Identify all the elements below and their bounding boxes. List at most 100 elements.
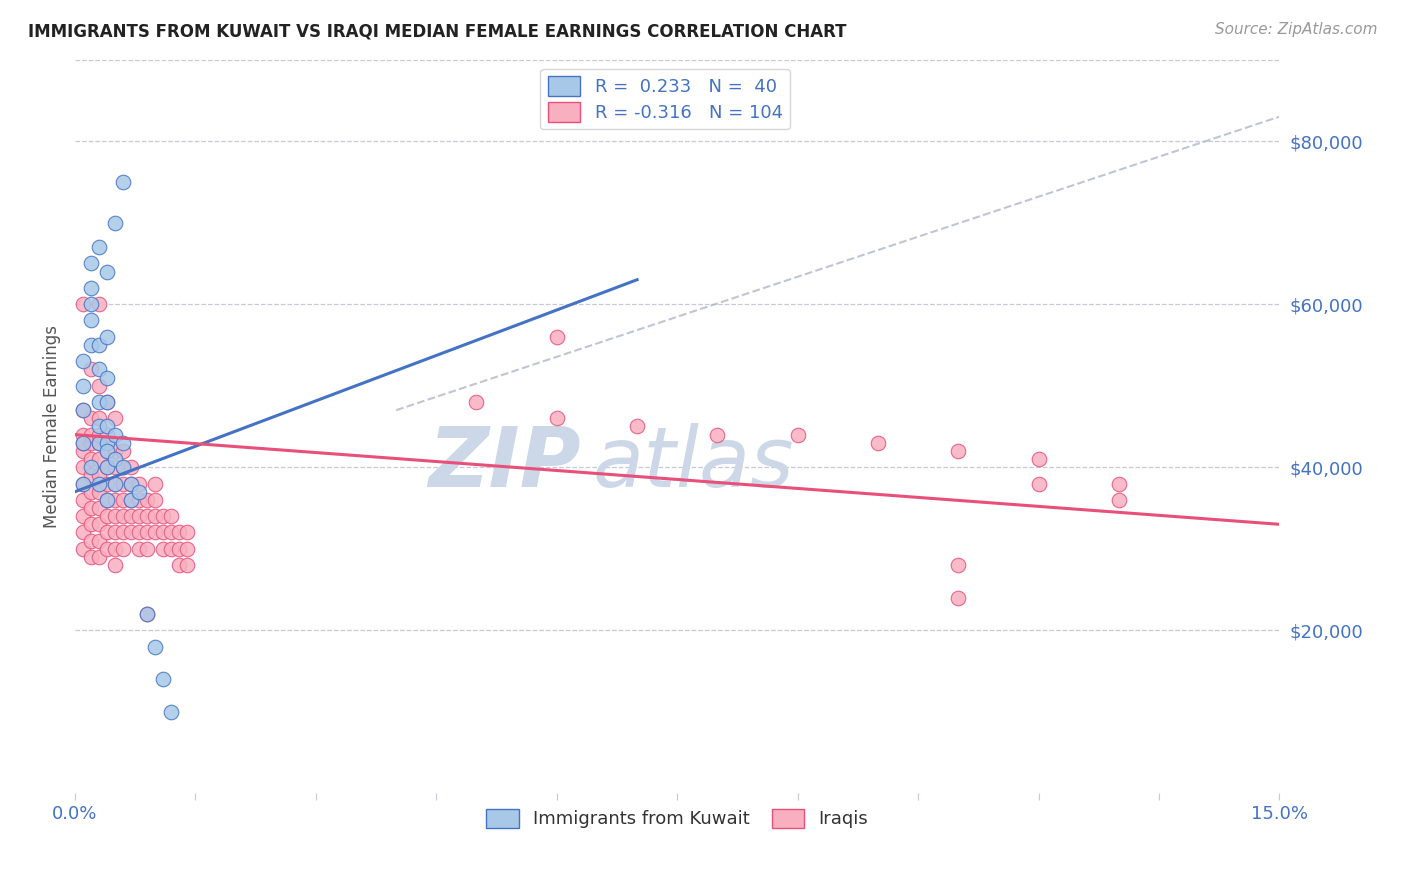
- Point: [120, 509, 142, 524]
- Point: [104, 558, 127, 572]
- Point: [112, 541, 135, 556]
- Point: [160, 541, 183, 556]
- Point: [143, 525, 166, 540]
- Point: [96, 492, 118, 507]
- Point: [152, 525, 174, 540]
- Point: [96, 509, 118, 524]
- Point: [104, 492, 127, 507]
- Point: [136, 607, 159, 621]
- Point: [136, 492, 159, 507]
- Point: [128, 525, 150, 540]
- Point: [96, 395, 118, 409]
- Point: [128, 541, 150, 556]
- Point: [72, 354, 94, 368]
- Point: [465, 395, 488, 409]
- Point: [80, 468, 103, 483]
- Point: [80, 256, 103, 270]
- Point: [948, 558, 970, 572]
- Point: [96, 460, 118, 475]
- Point: [112, 492, 135, 507]
- Point: [87, 378, 110, 392]
- Point: [112, 460, 135, 475]
- Point: [87, 411, 110, 425]
- Point: [87, 395, 110, 409]
- Point: [72, 403, 94, 417]
- Point: [87, 297, 110, 311]
- Point: [96, 492, 118, 507]
- Point: [96, 435, 118, 450]
- Point: [160, 525, 183, 540]
- Point: [72, 297, 94, 311]
- Point: [87, 338, 110, 352]
- Point: [87, 476, 110, 491]
- Point: [176, 558, 198, 572]
- Point: [96, 419, 118, 434]
- Text: ZIP: ZIP: [429, 423, 581, 504]
- Point: [72, 403, 94, 417]
- Point: [143, 509, 166, 524]
- Point: [72, 444, 94, 458]
- Point: [786, 427, 808, 442]
- Point: [80, 460, 103, 475]
- Point: [104, 541, 127, 556]
- Point: [176, 525, 198, 540]
- Point: [112, 460, 135, 475]
- Point: [104, 216, 127, 230]
- Point: [96, 395, 118, 409]
- Point: [143, 640, 166, 654]
- Point: [112, 175, 135, 189]
- Point: [136, 541, 159, 556]
- Point: [72, 378, 94, 392]
- Point: [96, 330, 118, 344]
- Point: [104, 509, 127, 524]
- Point: [152, 509, 174, 524]
- Point: [136, 525, 159, 540]
- Point: [104, 476, 127, 491]
- Point: [96, 476, 118, 491]
- Point: [546, 411, 568, 425]
- Point: [160, 509, 183, 524]
- Point: [72, 427, 94, 442]
- Point: [136, 607, 159, 621]
- Point: [104, 460, 127, 475]
- Point: [96, 444, 118, 458]
- Point: [80, 411, 103, 425]
- Point: [87, 533, 110, 548]
- Point: [706, 427, 728, 442]
- Point: [96, 525, 118, 540]
- Point: [120, 525, 142, 540]
- Point: [72, 460, 94, 475]
- Point: [80, 281, 103, 295]
- Point: [87, 427, 110, 442]
- Point: [176, 541, 198, 556]
- Point: [87, 501, 110, 516]
- Point: [120, 460, 142, 475]
- Point: [104, 525, 127, 540]
- Point: [104, 452, 127, 467]
- Point: [80, 427, 103, 442]
- Point: [112, 476, 135, 491]
- Point: [143, 492, 166, 507]
- Point: [948, 591, 970, 605]
- Point: [546, 330, 568, 344]
- Point: [87, 419, 110, 434]
- Point: [96, 370, 118, 384]
- Point: [87, 435, 110, 450]
- Point: [87, 549, 110, 564]
- Point: [136, 509, 159, 524]
- Point: [169, 525, 191, 540]
- Point: [120, 492, 142, 507]
- Point: [80, 338, 103, 352]
- Point: [72, 509, 94, 524]
- Point: [152, 672, 174, 686]
- Point: [80, 501, 103, 516]
- Point: [112, 444, 135, 458]
- Point: [80, 452, 103, 467]
- Point: [104, 427, 127, 442]
- Point: [866, 435, 889, 450]
- Point: [80, 362, 103, 376]
- Point: [626, 419, 648, 434]
- Point: [120, 492, 142, 507]
- Point: [80, 549, 103, 564]
- Point: [152, 541, 174, 556]
